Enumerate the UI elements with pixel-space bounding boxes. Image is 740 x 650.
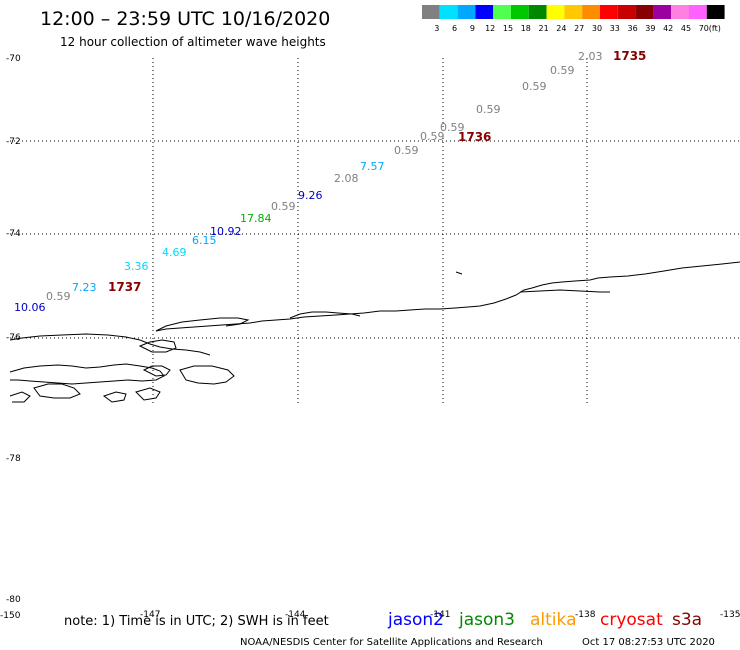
wave-height-label: 7.57 [360, 160, 385, 173]
colorbar-swatch [582, 5, 600, 19]
wave-height-label: 10.92 [210, 225, 242, 238]
colorbar-swatch [475, 5, 494, 19]
credit-line: NOAA/NESDIS Center for Satellite Applica… [240, 637, 543, 648]
map-subtitle: 12 hour collection of altimeter wave hei… [60, 35, 326, 49]
map-title: 12:00 – 23:59 UTC 10/16/2020 [40, 8, 330, 30]
colorbar-label: 33 [610, 24, 620, 33]
generation-timestamp: Oct 17 08:27:53 UTC 2020 [582, 637, 715, 648]
colorbar-label: 9 [470, 24, 475, 33]
wave-height-label: 1736 [458, 130, 491, 144]
colorbar-swatch [422, 5, 440, 19]
colorbar-label: 70 [699, 24, 709, 33]
colorbar-label: 45 [681, 24, 691, 33]
lat-label: -80 [6, 595, 21, 605]
colorbar-label: 36 [628, 24, 638, 33]
wave-height-label: 0.59 [440, 121, 465, 134]
colorbar-label: (ft) [709, 24, 721, 33]
colorbar-legend: 3 6 9 12 15 18 21 24 27 30 33 36 39 42 45 70 (ft) [422, 5, 725, 33]
satellite-legend-item: s3a [672, 610, 702, 630]
lon-label: -144 [285, 610, 306, 620]
lon-label: -150 [0, 611, 21, 621]
lon-label: -147 [140, 610, 160, 620]
latitude-labels: -70 -72 -74 -76 -78 -80 [6, 54, 21, 605]
wave-height-label: 0.59 [420, 130, 445, 143]
wave-height-label: 17.84 [240, 212, 272, 225]
colorbar-label: 21 [539, 24, 549, 33]
wave-height-label: 2.03 [578, 50, 603, 63]
coastline [9, 261, 740, 403]
colorbar-label: 27 [574, 24, 584, 33]
colorbar-label: 30 [592, 24, 602, 33]
colorbar-swatch [635, 5, 654, 19]
wave-height-label: 1737 [108, 280, 141, 294]
colorbar-swatch [439, 5, 458, 19]
graticule [10, 58, 740, 406]
lat-label: -72 [6, 137, 21, 147]
wave-height-label: 9.26 [298, 189, 323, 202]
colorbar-swatch [689, 5, 707, 19]
colorbar-label: 6 [452, 24, 457, 33]
satellite-legend-item: jason2 [387, 610, 444, 630]
colorbar-swatch [653, 5, 672, 19]
wave-height-label: 6.15 [192, 234, 217, 247]
colorbar-swatch [546, 5, 565, 19]
wave-height-label: 3.36 [124, 260, 149, 273]
satellite-legend: jason2 jason3 altika cryosat s3a [387, 610, 702, 630]
footer-note: note: 1) Time is in UTC; 2) SWH is in fe… [64, 614, 329, 629]
wave-height-label: 1735 [613, 49, 646, 63]
wave-height-label: 0.59 [522, 80, 547, 93]
wave-height-label: 7.23 [72, 281, 97, 294]
wave-height-label: 2.08 [334, 172, 359, 185]
wave-height-label: 10.06 [14, 301, 46, 314]
wave-height-label: 4.69 [162, 246, 187, 259]
wave-height-label: 0.59 [476, 103, 501, 116]
wave-height-label: 0.59 [271, 200, 296, 213]
colorbar-swatch [528, 5, 547, 19]
wave-height-label: 0.59 [46, 290, 71, 303]
satellite-legend-item: jason3 [458, 610, 515, 630]
wave-height-label: 0.59 [394, 144, 419, 157]
lat-label: -70 [6, 54, 21, 64]
lon-label: -135 [720, 610, 740, 620]
colorbar-swatch [617, 5, 636, 19]
colorbar-label: 12 [485, 24, 495, 33]
colorbar-swatch [600, 5, 618, 19]
colorbar-swatch [671, 5, 689, 19]
colorbar-label: 15 [503, 24, 513, 33]
lat-label: -76 [6, 333, 21, 343]
colorbar-label: 24 [556, 24, 566, 33]
lon-label: -138 [575, 610, 596, 620]
colorbar-label: 3 [434, 24, 439, 33]
longitude-labels: -150 -147 -144 -141 -138 -135 [0, 610, 740, 621]
lon-label: -141 [430, 610, 450, 620]
satellite-legend-item: altika [530, 610, 577, 630]
colorbar-label: 18 [521, 24, 531, 33]
colorbar-swatch [493, 5, 511, 19]
colorbar-swatch [564, 5, 583, 19]
colorbar-swatch [457, 5, 476, 19]
colorbar-swatch [706, 5, 725, 19]
colorbar-label: 42 [663, 24, 673, 33]
wave-height-label: 0.59 [550, 64, 575, 77]
satellite-legend-item: cryosat [600, 610, 663, 630]
lat-label: -74 [6, 229, 21, 239]
lat-label: -78 [6, 454, 21, 464]
colorbar-label: 39 [645, 24, 655, 33]
colorbar-swatch [511, 5, 529, 19]
